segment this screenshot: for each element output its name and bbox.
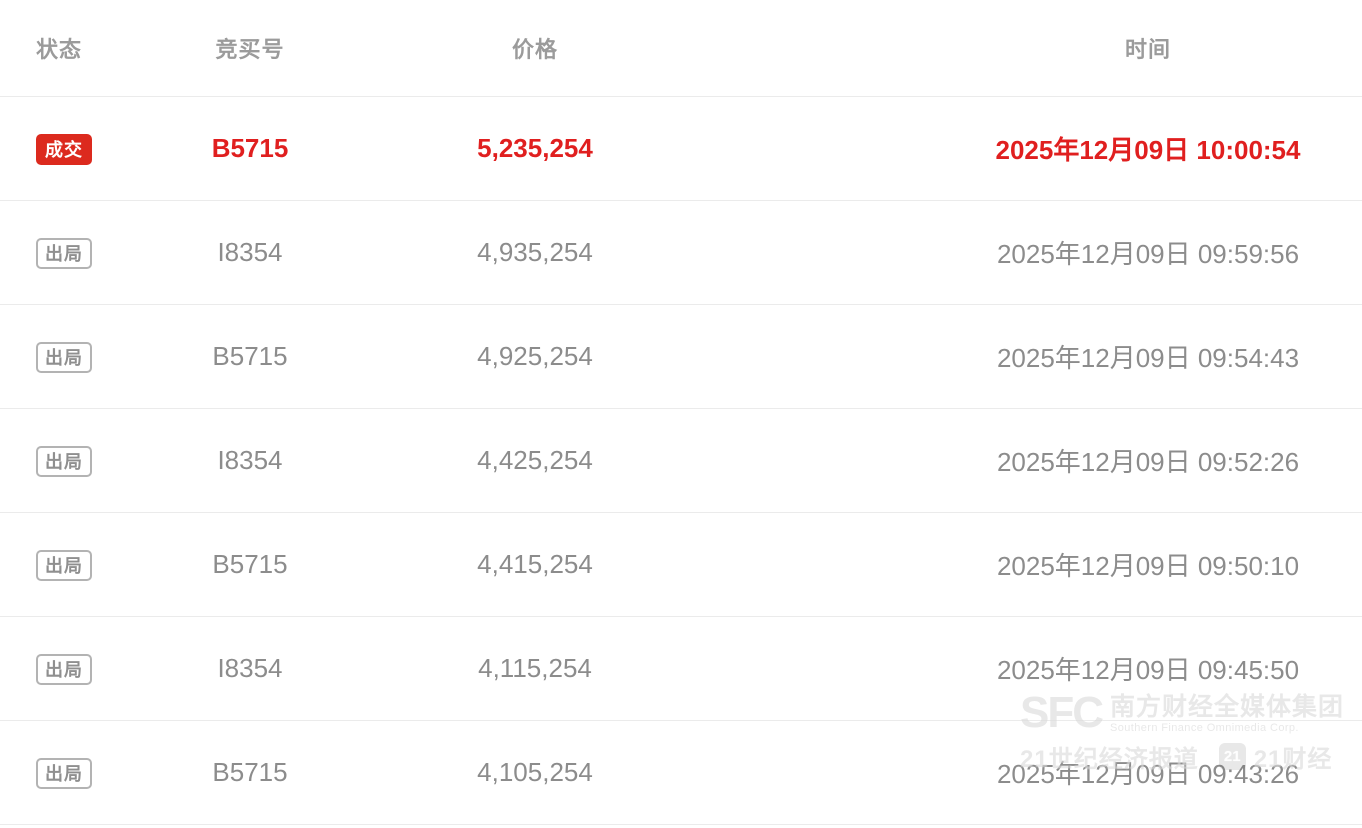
table-row: 出局 B5715 4,105,254 2025年12月09日 09:43:26 bbox=[0, 721, 1362, 825]
bidder-cell: I8354 bbox=[217, 237, 283, 267]
bidder-cell: B5715 bbox=[212, 549, 288, 579]
table-row: 出局 I8354 4,425,254 2025年12月09日 09:52:26 bbox=[0, 409, 1362, 513]
status-badge-won: 成交 bbox=[36, 133, 92, 165]
bidder-cell: B5715 bbox=[212, 341, 288, 371]
bidder-cell: B5715 bbox=[211, 133, 289, 163]
time-cell: 2025年12月09日 10:00:54 bbox=[995, 135, 1301, 165]
table-row: 出局 I8354 4,935,254 2025年12月09日 09:59:56 bbox=[0, 201, 1362, 305]
table-header: 状态 竞买号 价格 时间 bbox=[0, 0, 1362, 97]
price-cell: 4,105,254 bbox=[477, 757, 593, 787]
time-cell: 2025年12月09日 09:59:56 bbox=[996, 239, 1300, 269]
table-row: 出局 B5715 4,415,254 2025年12月09日 09:50:10 bbox=[0, 513, 1362, 617]
time-cell: 2025年12月09日 09:43:26 bbox=[996, 759, 1300, 789]
table-row: 出局 I8354 4,115,254 2025年12月09日 09:45:50 bbox=[0, 617, 1362, 721]
status-cell: 出局 bbox=[0, 444, 140, 477]
price-cell: 4,935,254 bbox=[477, 237, 593, 267]
bidder-cell: I8354 bbox=[217, 653, 283, 683]
time-cell: 2025年12月09日 09:50:10 bbox=[996, 551, 1300, 581]
column-header-bidder: 竞买号 bbox=[215, 37, 285, 62]
table-row: 出局 B5715 4,925,254 2025年12月09日 09:54:43 bbox=[0, 305, 1362, 409]
status-badge-out: 出局 bbox=[36, 341, 92, 373]
time-cell: 2025年12月09日 09:52:26 bbox=[996, 447, 1300, 477]
price-cell: 4,425,254 bbox=[477, 445, 593, 475]
status-cell: 出局 bbox=[0, 756, 140, 789]
bidder-cell: B5715 bbox=[212, 757, 288, 787]
status-badge-out: 出局 bbox=[36, 549, 92, 581]
price-cell: 4,115,254 bbox=[478, 653, 592, 683]
price-cell: 4,415,254 bbox=[477, 549, 593, 579]
column-header-price: 价格 bbox=[511, 37, 558, 62]
price-cell: 4,925,254 bbox=[477, 341, 593, 371]
status-cell: 成交 bbox=[0, 132, 140, 165]
column-header-status: 状态 bbox=[36, 37, 83, 62]
column-header-time: 时间 bbox=[1124, 37, 1171, 62]
status-cell: 出局 bbox=[0, 652, 140, 685]
status-cell: 出局 bbox=[0, 340, 140, 373]
time-cell: 2025年12月09日 09:45:50 bbox=[996, 655, 1300, 685]
status-badge-out: 出局 bbox=[36, 757, 92, 789]
price-cell: 5,235,254 bbox=[477, 133, 593, 163]
status-badge-out: 出局 bbox=[36, 653, 92, 685]
status-badge-out: 出局 bbox=[36, 445, 92, 477]
table-row: 成交 B5715 5,235,254 2025年12月09日 10:00:54 bbox=[0, 97, 1362, 201]
time-cell: 2025年12月09日 09:54:43 bbox=[996, 343, 1300, 373]
status-cell: 出局 bbox=[0, 548, 140, 581]
bidder-cell: I8354 bbox=[217, 445, 283, 475]
status-badge-out: 出局 bbox=[36, 237, 92, 269]
status-cell: 出局 bbox=[0, 236, 140, 269]
